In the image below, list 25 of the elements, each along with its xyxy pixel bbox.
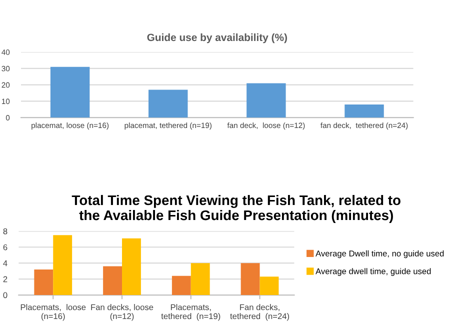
bar (190, 263, 210, 296)
bar (240, 263, 260, 296)
chart-title: Total Time Spent Viewing the Fish Tank, related to the Available Fish Guide Presentation (minutes) (72, 194, 400, 223)
legend-label: Average dwell time, guide used (316, 268, 431, 276)
bar (172, 276, 191, 296)
bar (103, 266, 122, 296)
bar (260, 276, 279, 296)
bar (246, 83, 286, 118)
x-tick-label: Fan decks, loose (n=12) (91, 304, 154, 321)
bar (148, 90, 188, 118)
x-tick-label: Fan decks, tethered (n=24) (230, 304, 290, 321)
y-tick-label: 8 (3, 228, 8, 234)
y-tick-label: 6 (3, 244, 8, 250)
bar (344, 104, 384, 118)
x-tick-label: Placemats, tethered (n=19) (161, 304, 220, 321)
y-tick-label: 4 (3, 260, 8, 266)
x-tick-label: Placemats, loose (n=16) (20, 304, 86, 321)
legend-label: Average Dwell time, no guide used (316, 250, 444, 258)
chart-title: Guide use by availability (%) (147, 33, 287, 44)
y-tick-label: 2 (3, 276, 8, 282)
bar (34, 269, 54, 296)
y-tick-label: 0 (3, 292, 8, 298)
bar (122, 238, 141, 296)
bar (50, 66, 90, 118)
bar (53, 235, 72, 296)
